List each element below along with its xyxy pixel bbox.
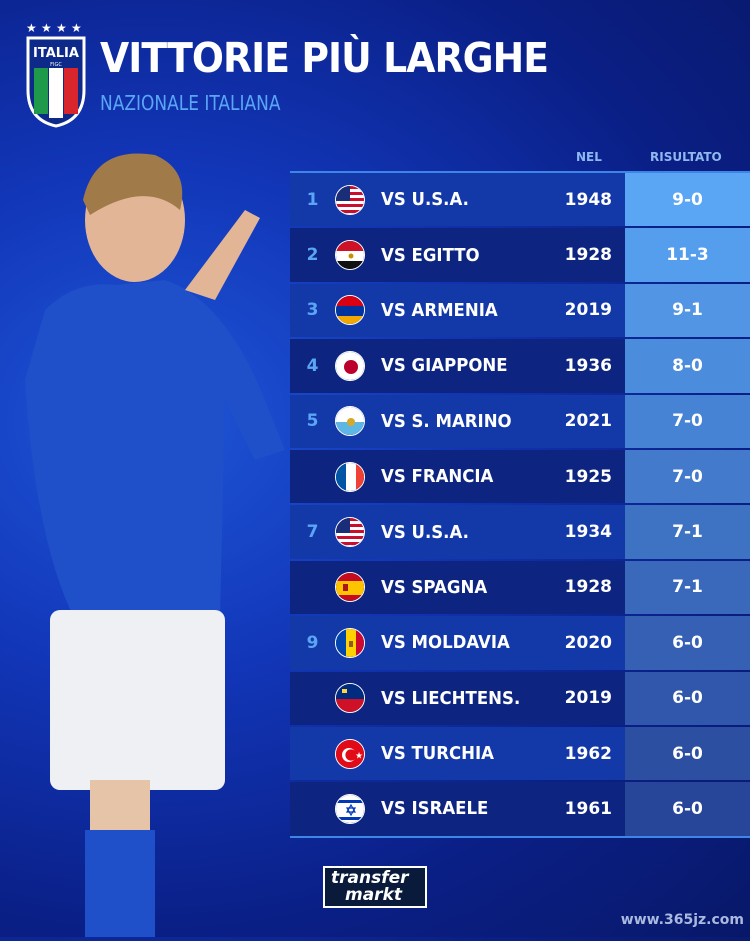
spain-flag-icon: [335, 572, 365, 603]
table-row: 9 VS MOLDAVIA 2020 6-0: [290, 616, 750, 670]
year: 1928: [564, 245, 612, 266]
table-row: 5 VS S. MARINO 2021 7-0: [290, 394, 750, 448]
year: 2019: [564, 688, 612, 709]
svg-text:★: ★: [56, 21, 67, 35]
rank: 1: [306, 189, 319, 210]
player-photo: [15, 140, 295, 937]
moldova-flag-icon: [335, 627, 365, 658]
opponent: VS ISRAELE: [381, 798, 489, 820]
year: 2020: [564, 632, 612, 653]
table-row: 2 VS EGITTO 1928 11-3: [290, 228, 750, 282]
result: 11-3: [625, 228, 750, 282]
opponent: VS U.S.A.: [381, 521, 469, 543]
table-row: ★ VS TURCHIA 1962 6-0: [290, 726, 750, 781]
table-row: 1 VS U.S.A. 1948 9-0: [290, 173, 750, 227]
result: 8-0: [625, 339, 750, 393]
year: 1925: [564, 466, 612, 487]
liechtenstein-flag-icon: [335, 683, 365, 714]
opponent: VS TURCHIA: [381, 743, 495, 765]
year: 1962: [564, 743, 612, 764]
result: 7-1: [625, 560, 750, 615]
opponent: VS GIAPPONE: [381, 355, 508, 377]
year: 1936: [564, 355, 612, 376]
opponent: VS FRANCIA: [381, 466, 494, 488]
year: 2019: [564, 300, 612, 321]
year: 1961: [564, 798, 612, 819]
svg-text:★: ★: [355, 751, 363, 761]
opponent: VS EGITTO: [381, 244, 480, 266]
svg-text:★: ★: [71, 21, 82, 35]
table-row: VS FRANCIA 1925 7-0: [290, 449, 750, 504]
result: 6-0: [625, 726, 750, 781]
result: 7-0: [625, 394, 750, 448]
year: 2021: [564, 411, 612, 432]
rank: 4: [306, 355, 319, 376]
italia-figc-logo: ★ ★ ★ ★ ITALIA FIGC: [24, 20, 88, 128]
opponent: VS LIECHTENS.: [381, 687, 521, 709]
result: 9-0: [625, 173, 750, 227]
rank: 5: [306, 411, 319, 432]
result: 6-0: [625, 671, 750, 725]
transfermarkt-logo: transfer markt: [323, 866, 427, 908]
opponent: VS SPAGNA: [381, 576, 488, 598]
usa-flag-icon: [335, 517, 365, 548]
rank: 7: [306, 522, 319, 543]
table-row: VS SPAGNA 1928 7-1: [290, 560, 750, 615]
opponent: VS S. MARINO: [381, 410, 512, 432]
result: 6-0: [625, 616, 750, 670]
results-table: 1 VS U.S.A. 1948 9-0 2 VS EGITTO 1928 11-…: [290, 171, 750, 838]
result: 7-0: [625, 449, 750, 504]
opponent: VS MOLDAVIA: [381, 632, 510, 654]
armenia-flag-icon: [335, 295, 365, 326]
result: 6-0: [625, 782, 750, 836]
svg-text:★: ★: [26, 21, 37, 35]
japan-flag-icon: [335, 350, 365, 381]
rank: 9: [306, 632, 319, 653]
opponent: VS ARMENIA: [381, 299, 498, 321]
page-title: VITTORIE PIÙ LARGHE: [100, 34, 549, 82]
svg-text:★: ★: [41, 21, 52, 35]
column-header-year: NEL: [576, 150, 602, 164]
france-flag-icon: [335, 461, 365, 492]
watermark: www.365jz.com: [620, 912, 744, 928]
israel-flag-icon: [335, 793, 365, 824]
year: 1934: [564, 522, 612, 543]
egypt-flag-icon: [335, 240, 365, 271]
table-row: 3 VS ARMENIA 2019 9-1: [290, 283, 750, 338]
year: 1948: [564, 189, 612, 210]
rank: 2: [306, 245, 319, 266]
table-row: VS LIECHTENS. 2019 6-0: [290, 671, 750, 725]
table-row: 7 VS U.S.A. 1934 7-1: [290, 505, 750, 559]
result: 9-1: [625, 283, 750, 338]
svg-text:ITALIA: ITALIA: [33, 46, 79, 61]
year: 1928: [564, 577, 612, 598]
column-header-result: RISULTATO: [650, 150, 722, 164]
usa-flag-icon: [335, 184, 365, 215]
turkey-flag-icon: ★: [335, 738, 365, 769]
svg-text:FIGC: FIGC: [50, 62, 62, 68]
result: 7-1: [625, 505, 750, 559]
page-subtitle: NAZIONALE ITALIANA: [100, 91, 281, 115]
table-row: 4 VS GIAPPONE 1936 8-0: [290, 339, 750, 393]
table-row: VS ISRAELE 1961 6-0: [290, 782, 750, 836]
rank: 3: [306, 300, 319, 321]
opponent: VS U.S.A.: [381, 189, 469, 211]
san-marino-flag-icon: [335, 406, 365, 437]
